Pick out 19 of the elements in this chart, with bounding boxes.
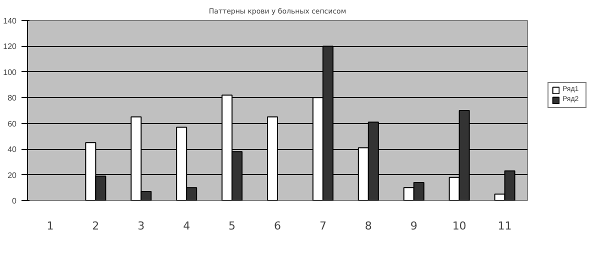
x-tick-label: 11 [498, 220, 512, 232]
y-tick-label: 0 [12, 196, 18, 206]
x-tick-label: 8 [364, 220, 372, 232]
x-tick-label: 5 [228, 220, 236, 232]
x-tick-label: 1 [46, 220, 54, 232]
y-tick-label: 20 [8, 170, 18, 180]
x-tick-label: 6 [274, 220, 281, 232]
y-tick-label: 140 [3, 16, 18, 26]
y-tick-label: 120 [3, 42, 18, 52]
x-tick-label: 3 [138, 220, 145, 232]
y-tick-label: 40 [8, 145, 18, 154]
x-tick-label: 10 [452, 220, 466, 232]
x-tick-label: 7 [319, 220, 326, 232]
x-tick-label: 4 [183, 220, 190, 232]
y-tick-label: 100 [3, 68, 18, 77]
x-tick-label: 9 [410, 220, 418, 232]
y-tick-label: 80 [8, 94, 18, 103]
x-tick-label: 2 [92, 220, 100, 232]
y-tick-label: 60 [8, 119, 18, 128]
